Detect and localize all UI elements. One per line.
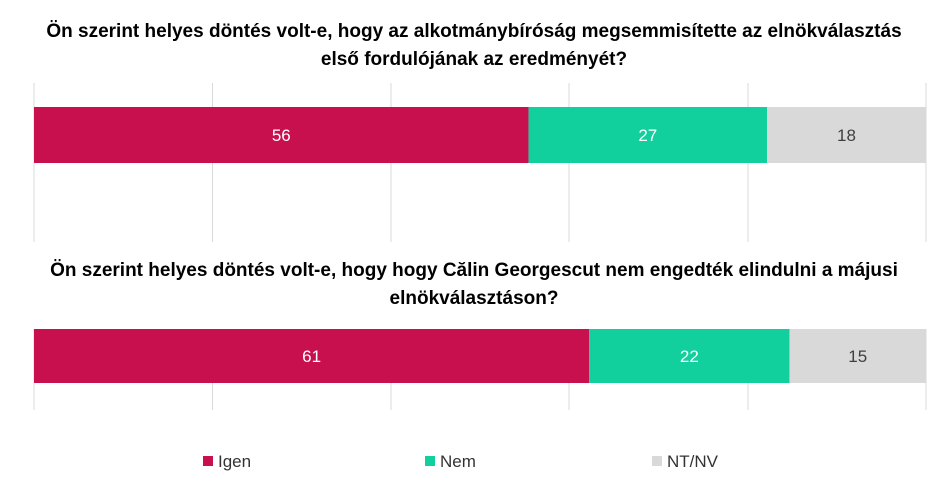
chart-2-bar-nem [589, 329, 790, 383]
chart-1-value-label-nem: 27 [638, 126, 657, 145]
chart-2-value-label-ntnv: 15 [848, 347, 867, 366]
chart-1-bar-nem [528, 107, 768, 163]
chart-2-bars: 61 22 15 [34, 329, 926, 383]
chart-2: Ön szerint helyes döntés volt-e, hogy ho… [33, 260, 927, 410]
chart-1-title-line-2: első fordulójának az eredményét? [321, 49, 627, 70]
chart-1-bar-igen [34, 107, 529, 163]
chart-2-value-label-igen: 61 [302, 347, 321, 366]
legend-label-igen: Igen [218, 452, 251, 471]
chart-1-value-label-ntnv: 18 [837, 126, 856, 145]
chart-2-bar-igen [34, 329, 590, 383]
legend-label-ntnv: NT/NV [667, 452, 719, 471]
chart-2-value-label-nem: 22 [680, 347, 699, 366]
legend-swatch-igen [203, 456, 213, 466]
chart-1-title-line-1: Ön szerint helyes döntés volt-e, hogy az… [46, 21, 901, 42]
chart-2-title-line-1: Ön szerint helyes döntés volt-e, hogy ho… [50, 260, 898, 281]
legend: Igen Nem NT/NV [203, 452, 719, 471]
chart-1-value-label-igen: 56 [272, 126, 291, 145]
chart-1: Ön szerint helyes döntés volt-e, hogy az… [33, 21, 927, 242]
chart-2-bar-ntnv [789, 329, 926, 383]
chart-1-bars: 56 27 18 [34, 107, 926, 163]
legend-swatch-nem [425, 456, 435, 466]
chart-2-title-line-2: elnökválasztáson? [390, 288, 559, 309]
chart-1-bar-ntnv [767, 107, 926, 163]
legend-label-nem: Nem [440, 452, 476, 471]
legend-swatch-ntnv [652, 456, 662, 466]
